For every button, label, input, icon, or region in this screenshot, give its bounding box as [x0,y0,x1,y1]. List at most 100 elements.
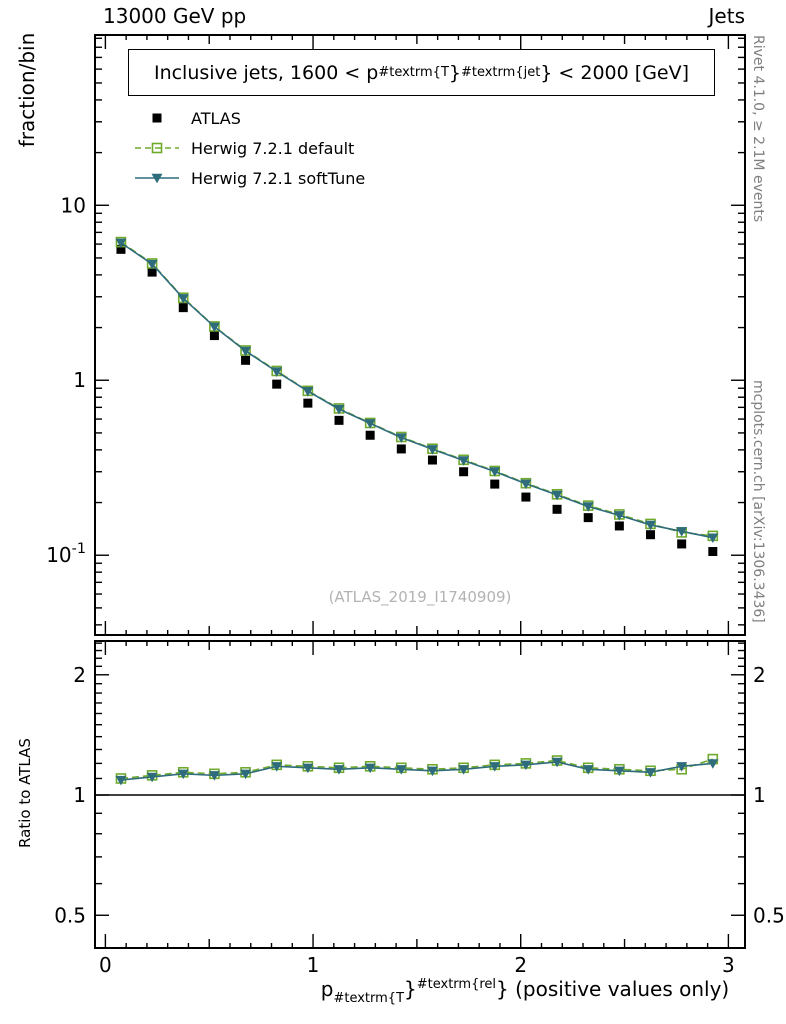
svg-text:10: 10 [61,193,86,217]
data-point-marker [614,521,624,531]
data-point-marker [459,467,469,477]
data-point-marker [271,367,283,377]
data-point-marker [458,456,470,466]
data-point-marker [521,492,531,502]
legend-item-herwig-softtune: Herwig 7.2.1 softTune [133,163,365,193]
svg-text:1: 1 [753,783,766,807]
data-point-marker [582,765,594,775]
data-point-marker [115,775,127,786]
x-axis-title: p#textrm{T}#textrm{rel} (positive values… [270,977,780,1006]
data-point-marker [646,530,656,540]
data-point-marker [707,533,719,543]
data-point-marker [395,765,407,775]
legend-label-atlas: ATLAS [191,108,241,128]
analysis-id-watermark: (ATLAS_2019_I1740909) [328,588,512,606]
data-point-marker [490,479,500,489]
data-point-marker [613,511,625,521]
data-point-marker [427,455,437,465]
analysis-group-label: Jets [708,4,745,28]
plot-title-prefix: Inclusive jets, 1600 < p [153,61,379,84]
data-point-marker [583,513,593,523]
data-point-marker [426,766,438,777]
data-point-marker [613,766,625,777]
data-point-marker [116,244,126,254]
data-point-marker [396,444,406,454]
x-axis-title-superscript: #textrm{rel [416,977,497,992]
plot-title: Inclusive jets, 1600 < p #textrm{T} #textr… [128,49,715,96]
mcplots-reference-note: mcplots.cern.ch [arXiv:1306.3436] [750,380,766,623]
svg-text:0.5: 0.5 [54,903,86,927]
x-axis-title-prefix: p [320,977,334,1001]
data-point-marker [520,479,532,490]
data-point-marker [115,238,127,249]
herwig-default-marker-icon [135,142,179,154]
herwig-softtune-series-main [115,238,719,543]
data-point-marker [520,760,532,771]
herwig-default-series-main [115,236,719,542]
legend-item-atlas: ATLAS [133,103,365,133]
data-point-marker [551,490,563,501]
data-point-marker [333,765,345,775]
data-point-marker [365,430,375,440]
data-point-marker [177,294,189,304]
plot-title-superscript: #textrm{jet [460,65,541,80]
legend: ATLAS Herwig 7.2.1 default Herwig 7.2.1 … [133,103,365,193]
rivet-version-note: Rivet 4.1.0, ≥ 2.1M events [750,35,766,223]
data-point-marker [552,504,562,514]
data-point-marker [240,769,252,780]
svg-text:0.5: 0.5 [753,903,785,927]
svg-text:1: 1 [73,368,86,392]
data-point-marker [458,765,470,775]
data-point-marker [146,772,158,783]
data-point-marker [677,539,687,549]
data-point-marker [303,398,313,408]
data-point-marker [645,768,657,778]
svg-text:2: 2 [514,953,527,977]
plot-title-mid: } [448,61,461,84]
atlas-marker-icon [152,113,162,123]
data-point-marker [426,445,438,455]
data-point-marker [177,769,189,780]
data-point-marker [271,762,283,772]
data-point-marker [676,527,688,537]
svg-text:3: 3 [722,953,735,977]
svg-text:0: 0 [99,953,112,977]
plot-title-suffix: } < 2000 [GeV] [540,61,690,84]
x-axis-title-mid: } [404,977,417,1001]
data-point-marker [147,267,157,277]
data-point-marker [645,520,657,531]
x-axis-title-suffix: } (positive values only) [496,977,730,1001]
axis-tick-labels: 10 1 10-1 2 2 1 1 0.5 0.5 0 1 2 3 [46,193,785,977]
data-point-marker [489,762,501,772]
data-point-marker [707,759,719,769]
axis-ticks [95,35,745,948]
plot-title-subscript: #textrm{T [378,65,449,80]
data-point-marker [395,433,407,443]
data-point-marker [364,419,376,429]
x-axis-title-subscript: #textrm{T [333,991,405,1006]
legend-item-herwig-default: Herwig 7.2.1 default [133,133,365,163]
data-point-marker [241,355,251,365]
svg-text:2: 2 [753,663,766,687]
herwig-softtune-marker-icon [135,173,179,184]
data-point-marker [272,379,282,389]
data-point-marker [551,757,563,768]
data-point-marker [240,346,252,357]
data-point-marker [364,763,376,774]
herwig-softtune-series-ratio [115,757,719,786]
data-point-marker [178,303,188,313]
data-point-marker [676,762,688,772]
atlas-series-main [116,244,718,557]
y-axis-title-main: fraction/bin [15,32,39,148]
herwig-default-series-ratio [115,753,719,784]
data-point-marker [708,547,718,557]
data-point-marker [582,502,594,512]
data-point-marker [208,322,220,333]
data-point-marker [146,259,158,270]
data-point-marker [333,404,345,415]
data-point-marker [302,763,314,774]
data-point-marker [302,386,314,397]
svg-text:10-1: 10-1 [46,541,86,567]
